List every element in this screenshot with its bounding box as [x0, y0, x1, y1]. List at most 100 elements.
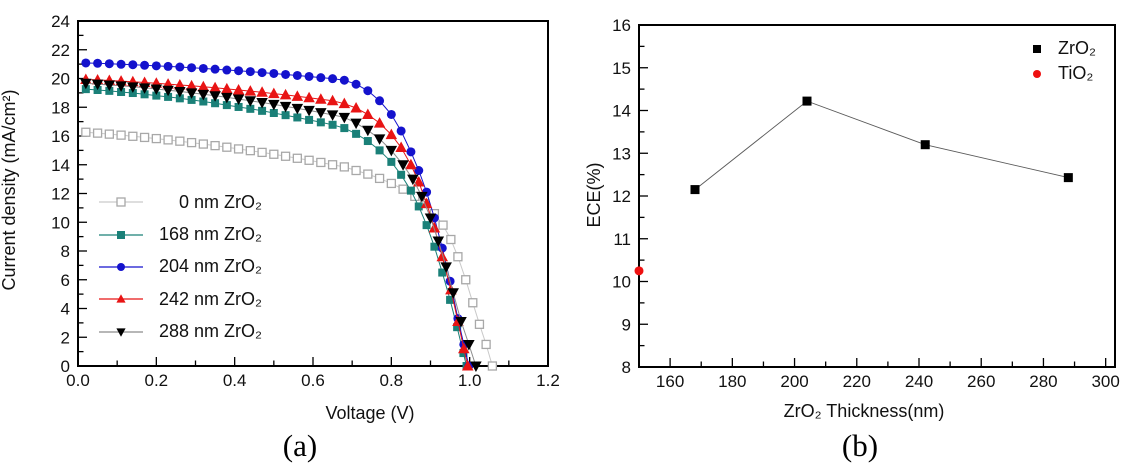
- data-point-marker: [268, 87, 280, 99]
- data-point-marker: [304, 155, 314, 165]
- data-point-marker: [461, 275, 471, 285]
- legend-item: 242 nm ZrO₂: [98, 283, 262, 315]
- x-axis-title: Voltage (V): [325, 403, 414, 423]
- legend-label: 288 nm ZrO₂: [158, 321, 262, 342]
- x-tick-label: 220: [843, 372, 871, 391]
- legend-marker: [1033, 44, 1041, 53]
- y-tick-label: 8: [622, 358, 631, 377]
- x-tick-label: 160: [656, 372, 684, 391]
- data-point-marker: [458, 342, 470, 354]
- data-point-marker: [163, 135, 173, 145]
- x-tick-label: 0.0: [66, 371, 90, 390]
- y-tick-label: 11: [613, 230, 631, 249]
- data-point-marker: [338, 112, 351, 124]
- data-point-marker: [197, 89, 210, 101]
- data-point-marker: [256, 86, 268, 97]
- data-point-marker: [453, 252, 463, 262]
- data-point-marker: [438, 268, 447, 277]
- legend-item: 204 nm ZrO₂: [98, 251, 262, 283]
- y-tick-label: 15: [612, 59, 631, 78]
- data-point-marker: [210, 140, 220, 151]
- data-point-marker: [363, 137, 372, 146]
- y-tick-label: 24: [51, 12, 70, 31]
- y-tick-label: 10: [51, 213, 70, 232]
- jv-curves-chart: 0.0 0.2 0.4 0.6 0.8 1.0 1.20246810121416182022…: [0, 12, 560, 423]
- data-point-marker: [375, 146, 384, 155]
- data-point-marker: [351, 79, 361, 89]
- data-point-marker: [269, 149, 279, 159]
- data-point-marker: [802, 96, 812, 106]
- data-point-marker: [140, 60, 150, 70]
- data-point-marker: [91, 79, 104, 91]
- data-point-marker: [175, 136, 185, 146]
- data-point-marker: [453, 323, 462, 332]
- data-point-marker: [140, 90, 149, 99]
- data-point-marker: [128, 131, 138, 141]
- data-point-marker: [304, 71, 314, 81]
- data-point-marker: [244, 85, 257, 96]
- data-point-marker: [386, 178, 396, 189]
- jv-chart-legend: 0 nm ZrO₂ 168 nm ZrO₂ 204 nm ZrO₂ 242 nm Zr…: [98, 186, 262, 348]
- data-point-marker: [385, 145, 398, 157]
- data-point-marker: [185, 79, 198, 91]
- data-point-marker: [690, 185, 700, 195]
- legend-label: 168 nm ZrO₂: [158, 224, 262, 245]
- legend-label: 204 nm ZrO₂: [158, 256, 262, 277]
- y-tick-label: 2: [61, 328, 70, 347]
- data-point-marker: [117, 88, 126, 97]
- legend-label: TiO₂: [1058, 63, 1094, 83]
- data-point-marker: [234, 102, 243, 111]
- data-point-marker: [80, 78, 92, 90]
- data-point-marker: [210, 64, 220, 74]
- data-point-marker: [326, 110, 339, 121]
- data-point-marker: [244, 96, 257, 107]
- y-tick-label: 12: [51, 185, 70, 204]
- data-point-marker: [463, 339, 475, 351]
- data-point-marker: [257, 68, 267, 78]
- data-point-marker: [397, 170, 406, 179]
- data-point-marker: [461, 360, 474, 371]
- data-point-marker: [128, 60, 138, 70]
- legend-swatch-triangle-up-icon: [99, 294, 143, 303]
- data-point-marker: [395, 141, 407, 152]
- data-point-marker: [455, 316, 467, 328]
- data-point-marker: [362, 125, 374, 137]
- legend-swatch-square-icon: [1033, 44, 1041, 53]
- data-point-marker: [197, 80, 210, 92]
- y-tick-label: 6: [61, 271, 70, 290]
- data-point-marker: [398, 184, 408, 194]
- y-tick-label: 10: [612, 273, 631, 292]
- data-point-marker: [104, 129, 114, 139]
- data-point-marker: [373, 134, 386, 145]
- data-point-marker: [150, 84, 163, 95]
- data-point-marker: [440, 262, 452, 273]
- data-point-marker: [233, 144, 244, 154]
- data-point-marker: [316, 157, 326, 168]
- y-tick-label: 0: [61, 357, 70, 376]
- legend-swatch-triangle-down-icon: [99, 328, 143, 337]
- data-point-marker: [256, 98, 268, 109]
- legend-marker: [1033, 69, 1041, 78]
- data-point-marker: [416, 191, 428, 203]
- data-point-marker: [327, 160, 338, 170]
- y-tick-label: 12: [612, 187, 631, 206]
- data-point-marker: [127, 82, 139, 93]
- data-point-marker: [315, 93, 327, 104]
- data-point-marker: [405, 158, 417, 170]
- x-tick-label: 1.0: [458, 371, 482, 390]
- data-point-marker: [221, 82, 233, 94]
- data-point-marker: [222, 65, 232, 75]
- y-tick-label: 20: [51, 70, 70, 89]
- y-tick-label: 9: [622, 315, 631, 334]
- data-point-marker: [293, 113, 302, 122]
- legend-label: 242 nm ZrO₂: [158, 288, 262, 309]
- data-point-marker: [93, 58, 103, 68]
- x-tick-label: 0.6: [301, 371, 325, 390]
- data-point-marker: [81, 127, 91, 137]
- data-point-marker: [362, 108, 374, 119]
- data-point-marker: [175, 62, 185, 72]
- data-point-marker: [420, 197, 433, 209]
- data-point-marker: [116, 59, 126, 69]
- legend-label: 0 nm ZrO₂: [179, 191, 262, 212]
